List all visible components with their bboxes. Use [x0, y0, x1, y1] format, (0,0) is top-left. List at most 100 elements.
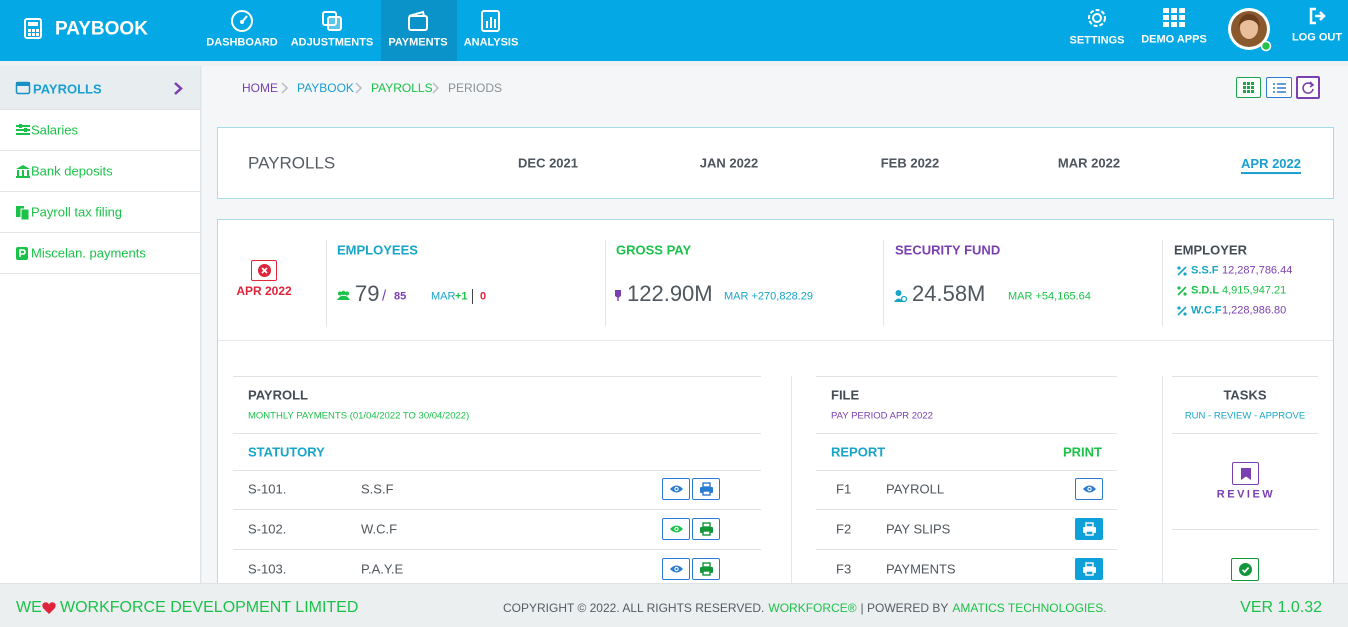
security-fund-icon	[894, 290, 908, 303]
logout-icon	[1309, 7, 1326, 25]
divider	[1162, 240, 1163, 326]
employees-compare: MAR	[431, 290, 456, 303]
file-code: F3	[836, 561, 852, 577]
security-fund-change: MAR +54,165.64	[1008, 290, 1091, 303]
divider	[1172, 376, 1318, 377]
review-button[interactable]	[1232, 462, 1259, 485]
divider	[218, 340, 1333, 341]
divider	[1162, 376, 1163, 586]
statutory-name: P.A.Y.E	[361, 561, 404, 577]
statutory-code: S-101.	[248, 481, 287, 497]
period-tab[interactable]: MAR 2022	[1057, 155, 1121, 171]
footer-we: WE	[16, 599, 42, 616]
logout-link[interactable]: LOG OUT	[1291, 31, 1343, 44]
divider	[233, 509, 761, 510]
approve-button[interactable]	[1231, 558, 1259, 581]
divider	[816, 433, 1117, 434]
file-code: F2	[836, 521, 852, 537]
view-button[interactable]	[662, 558, 690, 580]
list-view-button[interactable]	[1266, 77, 1292, 98]
settings-icon	[1088, 9, 1106, 27]
sidebar-item[interactable]: Payroll tax filing	[31, 204, 123, 220]
summary-period: APR 2022	[236, 284, 292, 298]
period-tab[interactable]: JAN 2022	[699, 155, 759, 171]
nav-item[interactable]: PAYMENTS	[388, 36, 448, 49]
file-view-button-icon	[1082, 485, 1096, 493]
settings-link[interactable]: SETTINGS	[1069, 34, 1125, 47]
file-print-button-icon	[1082, 522, 1096, 536]
divider	[816, 376, 1117, 377]
breadcrumb-item[interactable]: HOME	[242, 81, 278, 95]
breadcrumb-item[interactable]: PAYROLLS	[371, 81, 433, 95]
view-button[interactable]	[662, 478, 690, 500]
sidebar-item[interactable]: Salaries	[31, 122, 78, 138]
footer-company: WORKFORCE DEVELOPMENT LIMITED	[60, 599, 359, 616]
breadcrumb-item: PERIODS	[448, 81, 503, 95]
print-button[interactable]	[692, 518, 720, 540]
footer-brand[interactable]: WORKFORCE®	[768, 601, 857, 615]
divider	[233, 549, 761, 550]
period-tab[interactable]: DEC 2021	[518, 155, 578, 171]
payroll-title: PAYROLL	[248, 387, 308, 403]
header-bar	[0, 0, 1348, 61]
nav-item[interactable]: DASHBOARD	[206, 36, 278, 49]
copyright: COPYRIGHT © 2022. ALL RIGHTS RESERVED.	[503, 601, 765, 615]
summary-card	[217, 219, 1334, 619]
file-print-heading: PRINT	[1063, 444, 1102, 460]
gross-pay-value: 122.90M	[627, 281, 713, 306]
divider	[816, 549, 1117, 550]
statutory-code: S-102.	[248, 521, 287, 537]
breadcrumb-separator	[281, 82, 289, 94]
footer-credits: COPYRIGHT © 2022. ALL RIGHTS RESERVED. WO…	[503, 602, 1107, 614]
security-fund-value: 24.58M	[912, 281, 986, 306]
divider	[326, 240, 327, 326]
file-print-button[interactable]	[1075, 558, 1103, 580]
sidebar-icon	[16, 206, 30, 221]
refresh-button[interactable]	[1296, 76, 1320, 99]
sidebar-item[interactable]: Bank deposits	[31, 163, 113, 179]
heart-icon	[42, 602, 56, 614]
nav-item[interactable]: ADJUSTMENTS	[290, 36, 374, 49]
employer-item-name: S.S.F	[1191, 264, 1219, 277]
apps-icon	[1163, 8, 1185, 27]
print-button[interactable]	[692, 478, 720, 500]
employees-label: EMPLOYEES	[337, 242, 418, 258]
view-button-icon	[669, 565, 683, 573]
tasks-title: TASKS	[1223, 387, 1267, 403]
statutory-name: S.S.F	[361, 481, 394, 497]
review-label: REVIEW	[1216, 488, 1276, 501]
file-report-heading: REPORT	[831, 444, 886, 460]
divider	[0, 191, 200, 192]
employer-item-value: 4,915,947.21	[1222, 284, 1287, 297]
file-view-button[interactable]	[1075, 478, 1103, 500]
brand: PAYBOOK	[55, 18, 148, 40]
period-tab[interactable]: FEB 2022	[880, 155, 940, 171]
grid-view-button[interactable]	[1236, 77, 1261, 98]
view-button-icon	[669, 485, 683, 493]
employees-icon	[337, 290, 350, 300]
file-print-button[interactable]	[1075, 518, 1103, 540]
sidebar-title[interactable]: PAYROLLS	[33, 81, 102, 97]
demo-apps-link[interactable]: DEMO APPS	[1141, 33, 1207, 46]
nav-icon	[322, 11, 342, 31]
gross-pay-label: GROSS PAY	[616, 242, 692, 258]
divider	[472, 289, 473, 304]
period-tab[interactable]: APR 2022	[1241, 157, 1301, 175]
file-name: PAYROLL	[886, 481, 945, 497]
gross-pay-icon	[615, 290, 621, 301]
file-print-button-icon	[1082, 562, 1096, 576]
sidebar-icon	[16, 165, 30, 178]
periods-card	[217, 127, 1334, 199]
employer-icon	[1177, 306, 1187, 316]
nav-item[interactable]: ANALYSIS	[463, 36, 519, 49]
sidebar-item[interactable]: Miscelan. payments	[31, 245, 146, 261]
view-button[interactable]	[662, 518, 690, 540]
footer-vendor[interactable]: AMATICS TECHNOLOGIES.	[952, 601, 1107, 615]
print-button[interactable]	[692, 558, 720, 580]
breadcrumb-item[interactable]: PAYBOOK	[297, 81, 354, 95]
employees-added: +1	[455, 290, 468, 303]
file-name: PAY SLIPS	[886, 521, 951, 537]
print-button-icon	[699, 562, 713, 576]
employees-separator: /	[382, 287, 387, 305]
